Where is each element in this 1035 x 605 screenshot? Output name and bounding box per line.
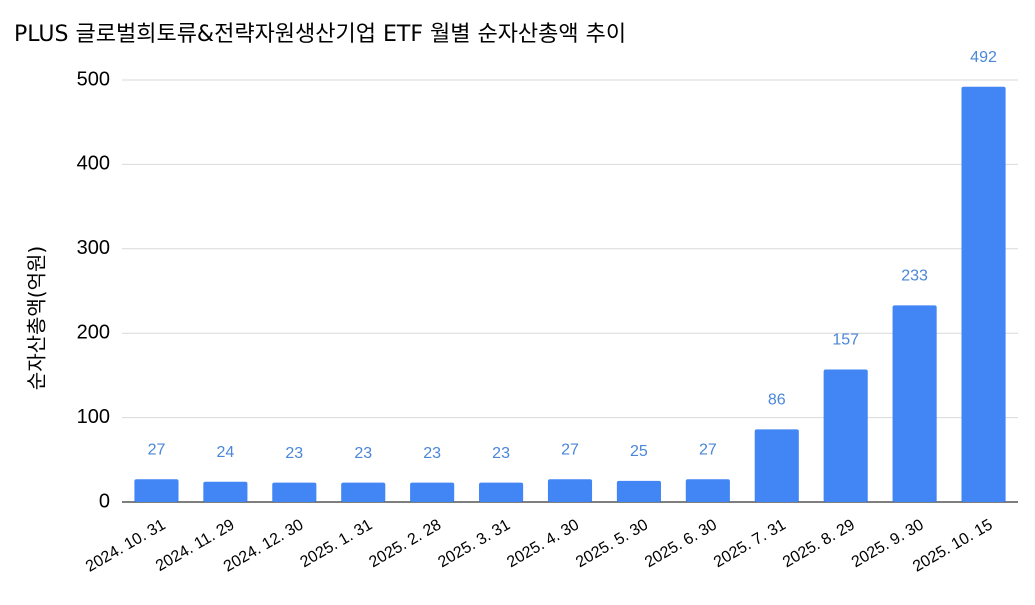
chart-title: PLUS 글로벌희토류&전략자원생산기업 ETF 월별 순자산총액 추이 [14,22,627,47]
data-label: 23 [285,445,303,462]
y-tick-label: 200 [77,321,110,343]
bars [134,86,1006,502]
y-tick-label: 100 [77,406,110,428]
data-label: 23 [492,445,510,462]
bar [272,482,317,502]
bar [892,305,937,502]
data-label: 233 [901,268,928,285]
bar [341,482,386,502]
data-label: 24 [216,444,234,461]
bar [203,481,248,502]
gridlines [122,79,1018,503]
bar [754,429,799,502]
data-label: 27 [561,441,579,458]
x-tick-label: 2025. 2. 28 [366,516,444,571]
bar [547,479,593,502]
y-axis-label: 순자산총액(억원) [25,246,49,390]
x-tick-label: 2025. 7. 31 [711,516,789,571]
y-tick-label: 300 [77,237,110,259]
data-label: 492 [970,49,997,66]
x-tick-label: 2025. 1. 31 [297,516,375,571]
data-label: 27 [699,441,717,458]
x-tick-label: 2025. 6. 30 [642,516,720,571]
x-tick-label: 2025. 3. 31 [435,516,513,571]
bar [685,479,730,502]
x-tick-label: 2025. 5. 30 [573,516,651,571]
y-tick-label: 0 [99,490,110,512]
bar [479,482,524,502]
data-labels: 27 24 23 23 23 23 27 25 27 86 157 233 492 [148,49,997,462]
data-label: 86 [768,392,786,409]
x-tick-label: 2025. 4. 30 [504,516,582,571]
bar [961,86,1006,502]
bar [134,479,179,502]
data-label: 27 [148,441,166,458]
data-label: 25 [630,443,648,460]
y-tick-label: 400 [77,153,110,175]
bar [410,482,455,502]
data-label: 23 [423,445,441,462]
bar [616,480,661,502]
bar [823,369,868,502]
data-label: 157 [832,332,859,349]
y-axis-ticks: 0 100 200 300 400 500 [77,68,110,512]
x-tick-label: 2025. 8. 29 [780,516,858,571]
y-tick-label: 500 [77,68,110,90]
data-label: 23 [354,445,372,462]
